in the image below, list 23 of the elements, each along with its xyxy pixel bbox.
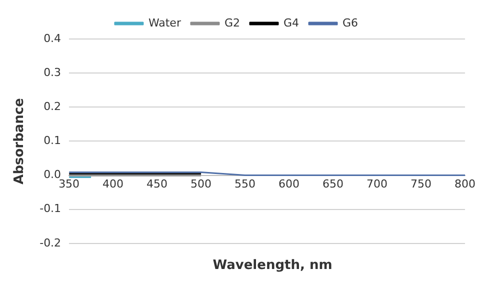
x-tick-label: 800	[454, 178, 476, 191]
x-tick-label: 700	[366, 178, 388, 191]
x-tick-label: 750	[410, 178, 432, 191]
x-tick-label: 650	[322, 178, 344, 191]
legend-label: G4	[283, 16, 300, 30]
x-tick-label: 350	[58, 178, 80, 191]
legend-label: Water	[148, 16, 182, 30]
x-tick-label: 600	[278, 178, 300, 191]
x-axis-title: Wavelength, nm	[212, 258, 334, 273]
y-axis-title: Absorbance	[12, 98, 28, 184]
legend-label: G2	[224, 16, 240, 30]
y-tick-label: 0.2	[44, 100, 62, 113]
x-tick-label: 400	[102, 178, 124, 191]
y-tick-label: -0.1	[40, 202, 62, 216]
legend-label: G6	[342, 16, 358, 30]
x-tick-label: 450	[146, 178, 168, 191]
x-tick-label: 500	[190, 178, 212, 191]
y-tick-label: 0.1	[44, 134, 62, 148]
y-tick-label: 0.3	[44, 66, 62, 79]
x-tick-label: 550	[234, 178, 256, 191]
y-tick-label: -0.2	[40, 236, 62, 250]
y-tick-label: 0.4	[44, 32, 62, 45]
y-tick-label: 0.0	[44, 168, 62, 182]
